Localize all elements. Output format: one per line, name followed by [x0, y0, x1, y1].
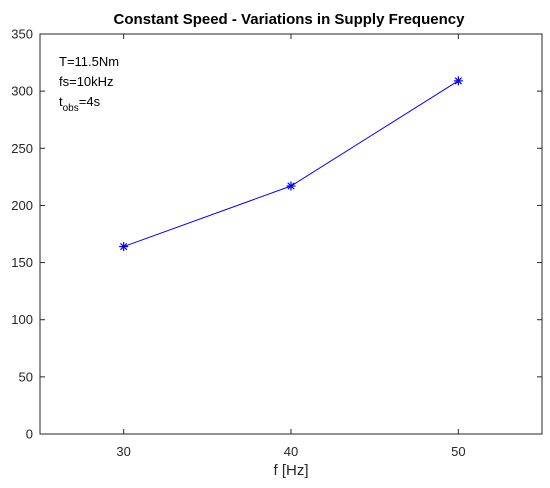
x-tick-label: 50	[451, 444, 465, 459]
x-axis: 30 40 50	[116, 34, 466, 459]
y-tick-label: 200	[11, 198, 33, 213]
annotation-observation-time: tobs=4s	[59, 94, 101, 114]
plot-area	[39, 33, 543, 435]
y-tick-label: 0	[26, 427, 33, 442]
x-tick-label: 30	[116, 444, 130, 459]
x-axis-label: f [Hz]	[273, 462, 308, 479]
data-point	[286, 181, 296, 191]
series-layer	[119, 76, 463, 252]
axes-box	[39, 33, 543, 435]
y-tick-label: 150	[11, 255, 33, 270]
annotation-t-value: =4s	[79, 94, 101, 109]
annotation-torque: T=11.5Nm	[59, 54, 119, 69]
annotation-t: t	[59, 94, 63, 109]
x-tick-label: 40	[284, 444, 298, 459]
y-tick-label: 350	[11, 27, 33, 42]
annotation-sampling-frequency: fs=10kHz	[59, 74, 114, 89]
y-tick-label: 250	[11, 141, 33, 156]
y-tick-label: 100	[11, 312, 33, 327]
annotation-box: T=11.5Nm fs=10kHz tobs=4s	[59, 54, 119, 114]
chart-title: Constant Speed - Variations in Supply Fr…	[114, 11, 466, 28]
data-point	[119, 242, 129, 252]
y-tick-label: 50	[19, 369, 33, 384]
data-point	[453, 76, 463, 86]
y-axis: 0 50 100 150 200 250 300 350	[11, 27, 542, 442]
y-tick-label: 300	[11, 84, 33, 99]
annotation-t-subscript: obs	[63, 103, 79, 114]
